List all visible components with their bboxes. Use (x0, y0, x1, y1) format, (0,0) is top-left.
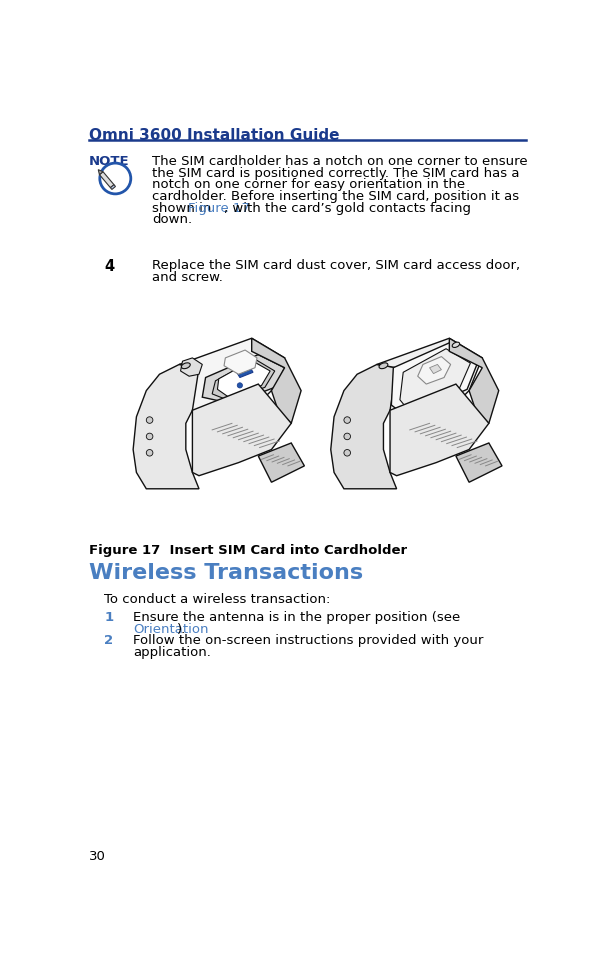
Polygon shape (391, 343, 479, 417)
Text: The SIM cardholder has a notch on one corner to ensure: The SIM cardholder has a notch on one co… (152, 156, 528, 169)
Text: Ensure the antenna is in the proper position (see: Ensure the antenna is in the proper posi… (133, 612, 460, 624)
Circle shape (344, 433, 350, 439)
Polygon shape (98, 169, 103, 174)
Text: application.: application. (133, 646, 211, 658)
Polygon shape (449, 338, 499, 424)
Polygon shape (258, 443, 304, 482)
Circle shape (146, 433, 153, 439)
Polygon shape (217, 360, 270, 398)
Text: Omni 3600 Installation Guide: Omni 3600 Installation Guide (89, 128, 340, 142)
Polygon shape (110, 185, 115, 189)
Polygon shape (377, 338, 482, 424)
Polygon shape (331, 364, 403, 489)
Polygon shape (181, 357, 202, 376)
Circle shape (237, 383, 242, 388)
Text: Orientation: Orientation (133, 622, 209, 636)
Polygon shape (202, 355, 284, 403)
Circle shape (344, 450, 350, 456)
Polygon shape (224, 350, 257, 374)
Text: the SIM card is positioned correctly. The SIM card has a: the SIM card is positioned correctly. Th… (152, 167, 520, 180)
Polygon shape (212, 359, 275, 400)
Polygon shape (390, 384, 489, 475)
Text: notch on one corner for easy orientation in the: notch on one corner for easy orientation… (152, 178, 466, 192)
Polygon shape (235, 364, 253, 378)
Polygon shape (133, 364, 206, 489)
Ellipse shape (379, 363, 388, 369)
Circle shape (146, 450, 153, 456)
Polygon shape (193, 384, 291, 475)
Text: To conduct a wireless transaction:: To conduct a wireless transaction: (104, 593, 331, 606)
Text: 4: 4 (104, 259, 115, 275)
Text: down.: down. (152, 213, 193, 226)
Text: shown in: shown in (152, 202, 216, 214)
Circle shape (100, 163, 131, 194)
Text: and screw.: and screw. (152, 271, 223, 283)
Polygon shape (100, 171, 114, 188)
Text: 2: 2 (104, 634, 113, 648)
Text: , with the card’s gold contacts facing: , with the card’s gold contacts facing (224, 202, 472, 214)
Text: 1: 1 (104, 612, 113, 624)
Text: Follow the on-screen instructions provided with your: Follow the on-screen instructions provid… (133, 634, 484, 648)
Ellipse shape (181, 363, 190, 369)
Polygon shape (179, 338, 284, 424)
Polygon shape (400, 349, 470, 410)
Text: ).: ). (177, 622, 186, 636)
Polygon shape (456, 443, 502, 482)
Ellipse shape (452, 342, 460, 348)
Text: NOTE: NOTE (89, 156, 130, 169)
Text: Figure 17: Figure 17 (188, 202, 250, 214)
Text: Figure 17  Insert SIM Card into Cardholder: Figure 17 Insert SIM Card into Cardholde… (89, 544, 407, 557)
Polygon shape (252, 338, 301, 424)
Text: Replace the SIM card dust cover, SIM card access door,: Replace the SIM card dust cover, SIM car… (152, 259, 521, 273)
Text: Wireless Transactions: Wireless Transactions (89, 564, 363, 583)
Circle shape (344, 417, 350, 424)
Text: cardholder. Before inserting the SIM card, position it as: cardholder. Before inserting the SIM car… (152, 190, 520, 203)
Text: 30: 30 (89, 850, 106, 863)
Polygon shape (430, 364, 442, 374)
Circle shape (146, 417, 153, 424)
Polygon shape (418, 356, 451, 384)
